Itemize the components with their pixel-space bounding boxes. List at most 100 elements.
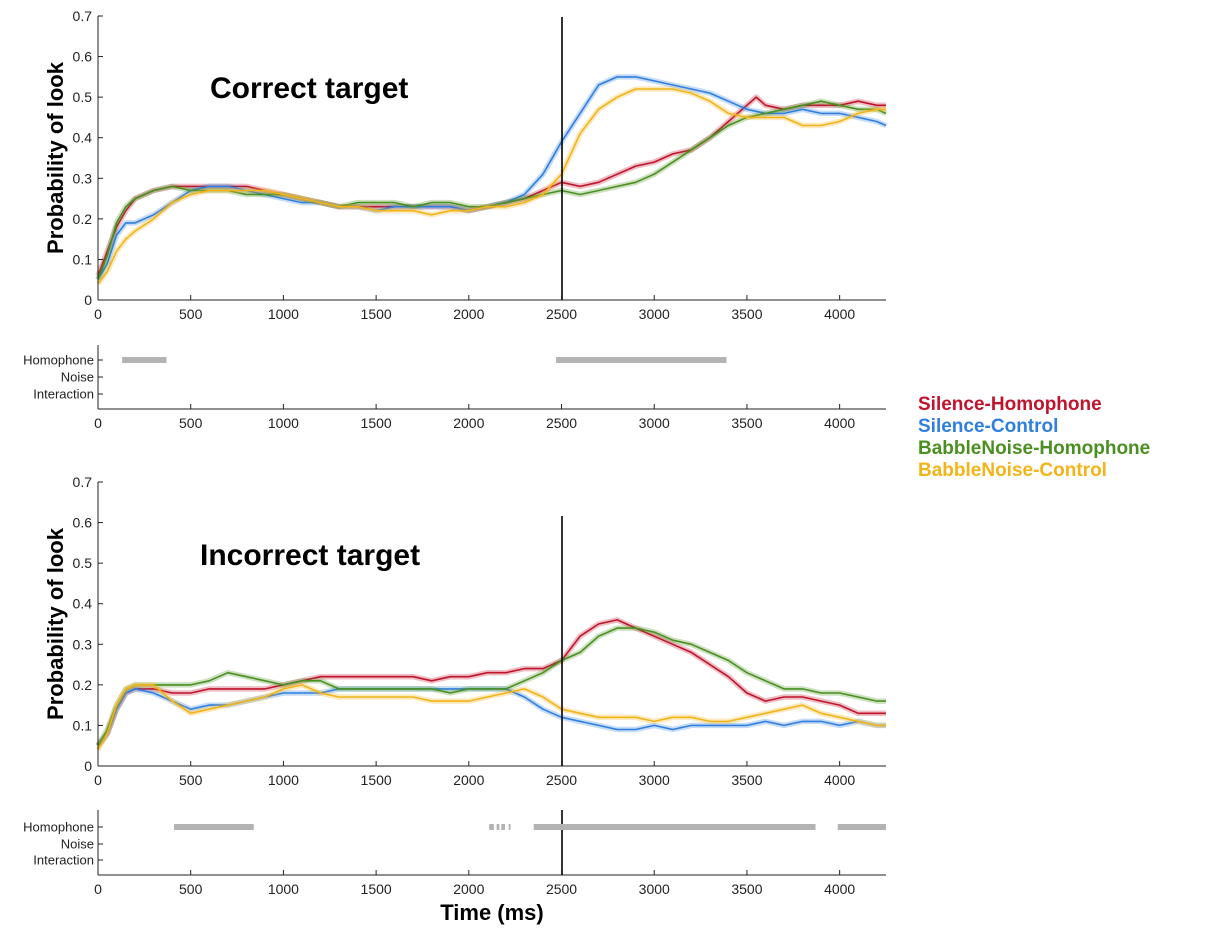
correct-target-sig-xtick-label: 0 [94,415,102,431]
incorrect-target-band-babblenoise-control [95,682,886,752]
incorrect-target-sig-xtick-label: 2000 [453,881,484,897]
correct-target-sig-sig-bar [555,357,727,363]
incorrect-target-y-label: Probability of look [43,527,68,720]
incorrect-target-sig-x-ticks: 0 500 1000 1500 2000 2500 3000 3500 4000 [94,870,855,897]
incorrect-target-sig-xtick-label: 3500 [731,881,762,897]
correct-target-ytick-label: 0.5 [73,89,93,105]
incorrect-target-sig-sig-bar [174,824,254,830]
correct-target-sig-xtick-label: 1500 [361,415,392,431]
incorrect-target-sig-xtick-label: 3000 [639,881,670,897]
correct-target-sig-x-ticks: 0 500 1000 1500 2000 2500 3000 3500 4000 [94,404,855,431]
legend: Silence-HomophoneSilence-ControlBabbleNo… [918,394,1150,481]
incorrect-target-plot: 0 0.1 0.2 0.3 0.4 0.5 0.6 0.7 0 500 1000 1500 2000 2… [43,474,886,788]
correct-target-significance-strip: Homophone Noise Interaction 0 500 1000 1500 20… [23,345,886,431]
incorrect-target-sig-row-label-interaction: Interaction [33,853,94,868]
correct-target-ytick-label: 0.7 [73,8,93,24]
incorrect-target-line-silence-homophone [97,619,886,747]
incorrect-target-sig-sig-bar [496,824,500,830]
incorrect-target-title: Incorrect target [200,539,420,572]
legend-entry-silence-control: Silence-Control [918,416,1058,437]
incorrect-target-xtick-label: 0 [94,772,102,788]
correct-target-xtick-label: 0 [94,306,102,322]
correct-target-ytick-label: 0.1 [73,251,93,267]
correct-target-sig-segments [122,357,727,363]
correct-target-xtick-label: 2500 [546,306,577,322]
incorrect-target-sig-sig-bar [489,824,494,830]
correct-target-xtick-label: 500 [179,306,203,322]
correct-target-sig-xtick-label: 4000 [824,415,855,431]
correct-target-series [95,74,888,286]
correct-target-sig-rows: Homophone Noise Interaction [23,353,103,402]
incorrect-target-sig-sig-bar [501,824,505,830]
correct-target-sig-sig-bar [122,357,167,363]
incorrect-target-line-babblenoise-homophone [97,627,886,747]
correct-target-line-babblenoise-control [97,88,886,285]
incorrect-target-ytick-label: 0 [84,758,92,774]
incorrect-target-xtick-label: 4000 [824,772,855,788]
incorrect-target-ytick-label: 0.4 [73,596,93,612]
correct-target-sig-row-label-noise: Noise [61,370,94,385]
correct-target-xtick-label: 4000 [824,306,855,322]
correct-target-xtick-label: 3000 [639,306,670,322]
incorrect-target-xtick-label: 1500 [361,772,392,788]
correct-target-sig-xtick-label: 1000 [268,415,299,431]
incorrect-target-ytick-label: 0.3 [73,636,93,652]
incorrect-target-sig-sig-bar [508,824,511,830]
incorrect-target-sig-xtick-label: 1000 [268,881,299,897]
incorrect-target-xtick-label: 2000 [453,772,484,788]
correct-target-sig-row-label-homophone: Homophone [23,353,94,368]
legend-entry-silence-homophone: Silence-Homophone [918,394,1102,415]
correct-target-line-babblenoise-homophone [97,100,887,280]
incorrect-target-ytick-label: 0.5 [73,555,93,571]
legend-entry-babblenoise-homophone: BabbleNoise-Homophone [918,438,1150,459]
correct-target-ytick-label: 0.4 [73,130,93,146]
incorrect-target-ytick-label: 0.1 [73,717,93,733]
incorrect-target-xtick-label: 3500 [731,772,762,788]
correct-target-xtick-label: 1000 [268,306,299,322]
correct-target-xtick-label: 1500 [361,306,392,322]
correct-target-sig-row-label-interaction: Interaction [33,387,94,402]
incorrect-target-sig-sig-bar [837,824,886,830]
incorrect-target-sig-sig-bar [533,824,816,830]
correct-target-ytick-label: 0.6 [73,49,93,65]
incorrect-target-y-ticks: 0 0.1 0.2 0.3 0.4 0.5 0.6 0.7 [73,474,103,774]
incorrect-target-sig-xtick-label: 0 [94,881,102,897]
correct-target-xtick-label: 3500 [731,306,762,322]
legend-entry-babblenoise-control: BabbleNoise-Control [918,460,1107,481]
incorrect-target-xtick-label: 500 [179,772,203,788]
incorrect-target-sig-xtick-label: 500 [179,881,203,897]
correct-target-title: Correct target [210,72,408,105]
correct-target-xtick-label: 2000 [453,306,484,322]
correct-target-sig-xtick-label: 3500 [731,415,762,431]
correct-target-ytick-label: 0.3 [73,170,93,186]
incorrect-target-sig-xtick-label: 2500 [546,881,577,897]
correct-target-y-ticks: 0 0.1 0.2 0.3 0.4 0.5 0.6 0.7 [73,8,103,308]
incorrect-target-sig-segments [174,824,886,830]
correct-target-y-label: Probability of look [43,61,68,254]
incorrect-target-ytick-label: 0.7 [73,474,93,490]
correct-target-x-ticks: 0 500 1000 1500 2000 2500 3000 3500 4000 [94,295,855,322]
incorrect-target-sig-row-label-homophone: Homophone [23,820,94,835]
incorrect-target-sig-xtick-label: 1500 [361,881,392,897]
correct-target-plot: 0 0.1 0.2 0.3 0.4 0.5 0.6 0.7 0 500 1000 1500 2000 2… [43,8,888,322]
incorrect-target-sig-row-label-noise: Noise [61,837,94,852]
correct-target-ytick-label: 0 [84,292,92,308]
incorrect-target-ytick-label: 0.2 [73,677,93,693]
correct-target-ytick-label: 0.2 [73,211,93,227]
incorrect-target-xtick-label: 3000 [639,772,670,788]
incorrect-target-line-babblenoise-control [97,684,886,751]
correct-target-sig-xtick-label: 2500 [546,415,577,431]
correct-target-sig-xtick-label: 2000 [453,415,484,431]
correct-target-sig-xtick-label: 3000 [639,415,670,431]
correct-target-sig-xtick-label: 500 [179,415,203,431]
incorrect-target-series [95,617,886,752]
incorrect-target-sig-xtick-label: 4000 [824,881,855,897]
incorrect-target-x-ticks: 0 500 1000 1500 2000 2500 3000 3500 4000 [94,761,855,788]
incorrect-target-xtick-label: 1000 [268,772,299,788]
x-axis-label: Time (ms) [440,900,544,925]
incorrect-target-ytick-label: 0.6 [73,515,93,531]
incorrect-target-xtick-label: 2500 [546,772,577,788]
